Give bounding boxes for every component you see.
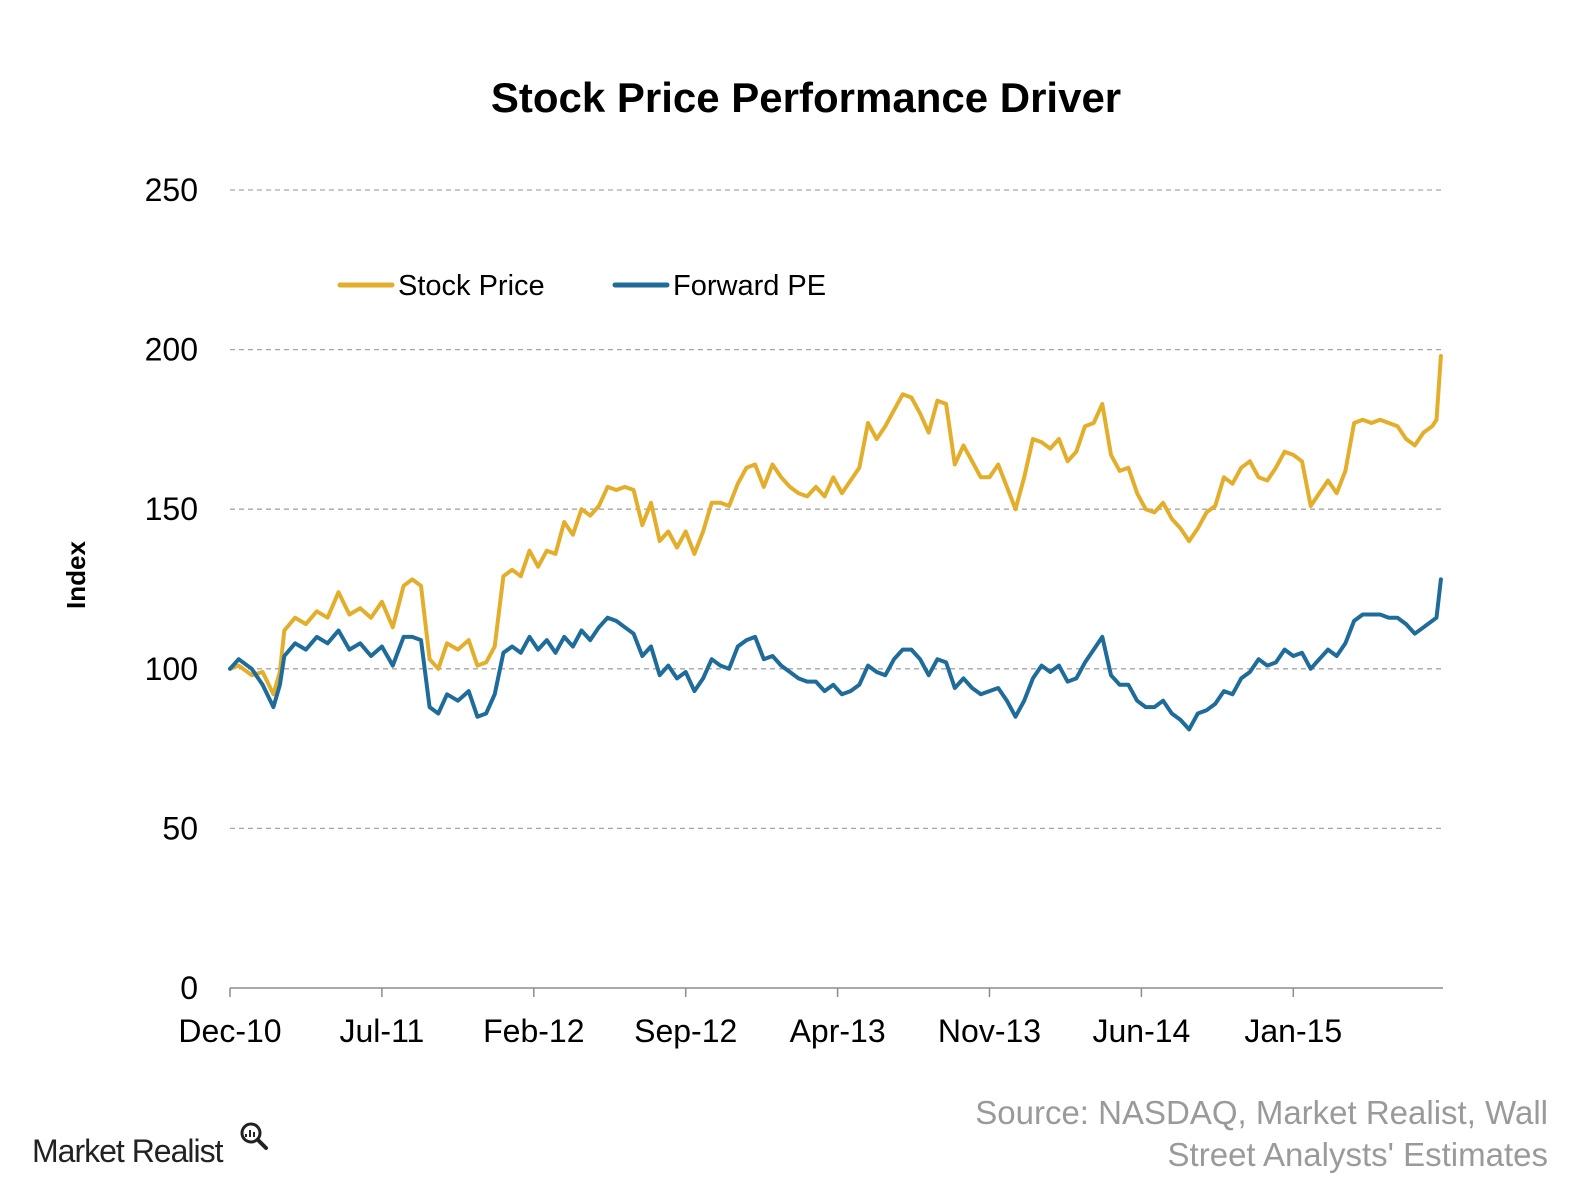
y-tick-label: 150 — [145, 491, 198, 527]
x-tick-label: Jun-14 — [1092, 1013, 1190, 1049]
y-tick-label: 200 — [145, 332, 198, 368]
y-tick-label: 50 — [162, 810, 198, 846]
y-axis-label: Index — [61, 541, 91, 609]
magnifier-icon — [240, 1122, 268, 1150]
source-note-line-2: Street Analysts' Estimates — [1168, 1136, 1548, 1173]
x-axis-ticks: Dec-10 Jul-11 Feb-12 Sep-12 Apr-13 Nov-13 Jun-… — [178, 987, 1443, 1049]
gridlines — [230, 189, 1443, 830]
x-tick-label: Sep-12 — [634, 1013, 737, 1049]
legend-label-forward-pe: Forward PE — [673, 270, 826, 302]
x-tick-label: Nov-13 — [938, 1013, 1041, 1049]
series-line-stock-price — [228, 354, 1443, 697]
x-tick-label: Jul-11 — [340, 1013, 425, 1049]
y-tick-label: 100 — [145, 651, 198, 687]
market-realist-logo: Market Realist — [32, 1122, 268, 1169]
x-tick-label: Apr-13 — [790, 1013, 886, 1049]
x-tick-label: Feb-12 — [483, 1013, 584, 1049]
x-tick-label: Dec-10 — [178, 1013, 281, 1049]
y-tick-label: 0 — [180, 970, 198, 1006]
series-line-forward-pe — [228, 577, 1443, 732]
y-tick-label: 250 — [145, 172, 198, 208]
legend: Stock Price Forward PE — [337, 270, 826, 302]
chart-title: Stock Price Performance Driver — [491, 74, 1121, 121]
logo-wordmark: Market Realist — [32, 1133, 224, 1169]
y-axis-ticks: 0 50 100 150 200 250 — [145, 172, 198, 1006]
x-tick-label: Jan-15 — [1244, 1013, 1342, 1049]
series-lines — [228, 354, 1443, 732]
source-note-line-1: Source: NASDAQ, Market Realist, Wall — [975, 1094, 1548, 1131]
legend-label-stock-price: Stock Price — [398, 270, 545, 302]
